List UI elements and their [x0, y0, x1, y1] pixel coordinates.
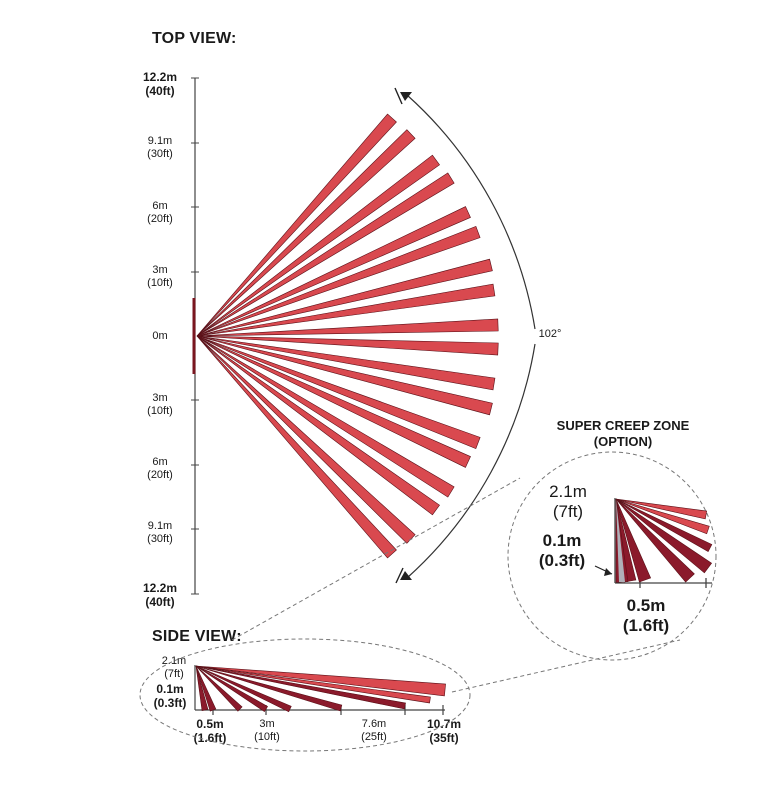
- callout-connector: [451, 639, 681, 693]
- side-beam: [195, 665, 243, 712]
- zone-beam: [615, 498, 713, 574]
- sensor-mount: [192, 298, 196, 374]
- side-beam: [195, 665, 431, 704]
- zone-beam: [615, 498, 695, 583]
- angle-arc: [406, 343, 536, 579]
- top-beam: [196, 172, 455, 337]
- side-distance-label-7-6m: 7.6m (25ft): [361, 718, 387, 743]
- top-view-axis: [191, 77, 199, 595]
- top-view-beams: [196, 113, 499, 559]
- pointer-arrowhead: [604, 568, 612, 576]
- zone-height-label: 2.1m (7ft): [549, 482, 587, 521]
- side-view-outline: [139, 638, 471, 752]
- arc-end-tick: [394, 87, 403, 105]
- coverage-angle-arc: [394, 87, 536, 584]
- side-view-title: SIDE VIEW:: [152, 628, 242, 645]
- top-beam: [196, 335, 455, 498]
- side-distance-label-10-7m: 10.7m (35ft): [426, 717, 462, 745]
- arc-end-tick: [395, 567, 404, 584]
- top-beam: [196, 154, 440, 337]
- side-distance-label-0-5m: 0.5m (1.6ft): [193, 717, 227, 745]
- zone-beam: [615, 498, 713, 552]
- creep-zone-title: SUPER CREEP ZONE (OPTION): [556, 418, 690, 450]
- axis-label-bottom-30ft: 9.1m (30ft): [147, 520, 173, 545]
- side-distance-label-3m: 3m (10ft): [254, 718, 280, 743]
- callout-connector: [231, 477, 521, 641]
- side-beam: [195, 665, 268, 712]
- axis-label-bottom-20ft: 6m (20ft): [147, 456, 173, 481]
- top-beam: [196, 335, 397, 559]
- top-beam: [196, 335, 440, 516]
- zone-distance-label: 0.5m (1.6ft): [622, 596, 670, 635]
- side-beam: [195, 665, 343, 712]
- top-axis-ticks: [191, 77, 199, 595]
- angle-arc: [406, 94, 536, 330]
- zone-beam: [615, 498, 710, 535]
- top-beam: [196, 225, 481, 337]
- arc-arrowhead: [400, 92, 412, 101]
- axis-label-top-30ft: 9.1m (30ft): [147, 135, 173, 160]
- top-beam: [196, 113, 397, 337]
- top-beam: [196, 335, 493, 416]
- axis-label-top-10ft: 3m (10ft): [147, 264, 173, 289]
- side-creep-label: 0.1m (0.3ft): [153, 682, 187, 710]
- axis-label-top-40ft: 12.2m (40ft): [142, 70, 178, 98]
- top-beam: [196, 283, 496, 337]
- top-beam: [196, 335, 481, 450]
- axis-label-bottom-10ft: 3m (10ft): [147, 392, 173, 417]
- side-beam: [195, 665, 292, 713]
- axis-label-bottom-40ft: 12.2m (40ft): [142, 581, 178, 609]
- zone-beam: [615, 498, 708, 520]
- side-beam: [195, 665, 217, 712]
- creep-beam: [616, 499, 625, 582]
- side-beam: [195, 665, 406, 710]
- top-beam: [196, 129, 416, 337]
- top-beam: [196, 335, 499, 356]
- zone-beam: [615, 498, 652, 583]
- arc-arrowhead: [400, 571, 412, 580]
- axis-label-top-20ft: 6m (20ft): [147, 200, 173, 225]
- top-beam: [196, 258, 493, 337]
- creep-zone-outline: [507, 451, 717, 661]
- side-height-label: 2.1m (7ft): [161, 655, 187, 680]
- side-beam: [195, 665, 446, 697]
- creep-zone-beams: [615, 498, 713, 583]
- top-beam: [196, 335, 496, 391]
- top-beam: [196, 335, 471, 468]
- side-view-beams: [195, 665, 446, 713]
- side-beam: [195, 665, 209, 711]
- zone-pointer: [594, 565, 613, 576]
- angle-label: 102°: [538, 328, 562, 340]
- axis-label-zero: 0m: [152, 330, 168, 342]
- zone-creep-label: 0.1m (0.3ft): [538, 531, 586, 570]
- top-view-title: TOP VIEW:: [152, 30, 237, 47]
- top-beam: [196, 206, 471, 337]
- top-beam: [196, 318, 499, 337]
